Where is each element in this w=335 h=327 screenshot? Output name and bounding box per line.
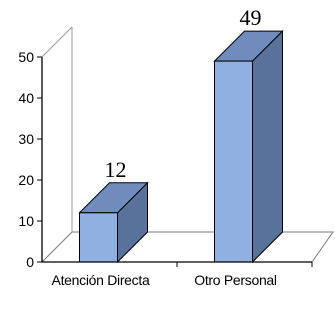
- bars: 12 49: [78, 5, 284, 264]
- y-axis: 0 10 20 30 40 50: [18, 49, 43, 270]
- bar: [213, 29, 284, 264]
- y-tick-label: 40: [18, 90, 34, 106]
- x-tick-label: Atención Directa: [52, 272, 150, 288]
- x-axis: Atención Directa Otro Personal: [42, 261, 313, 288]
- y-tick-label: 20: [18, 172, 34, 188]
- y-tick-label: 0: [26, 254, 34, 270]
- side-wall-top-edge: [41, 26, 73, 58]
- bar-side-face: [252, 29, 283, 264]
- x-tick-label: Otro Personal: [194, 272, 277, 288]
- data-label: 49: [240, 5, 262, 30]
- bar-front-face: [214, 60, 253, 263]
- y-tick-label: 10: [18, 213, 34, 229]
- data-label: 12: [105, 157, 127, 182]
- bar: [78, 181, 149, 264]
- y-tick-label: 50: [18, 49, 34, 65]
- y-tick-label: 30: [18, 131, 34, 147]
- bar-front-face: [79, 212, 118, 263]
